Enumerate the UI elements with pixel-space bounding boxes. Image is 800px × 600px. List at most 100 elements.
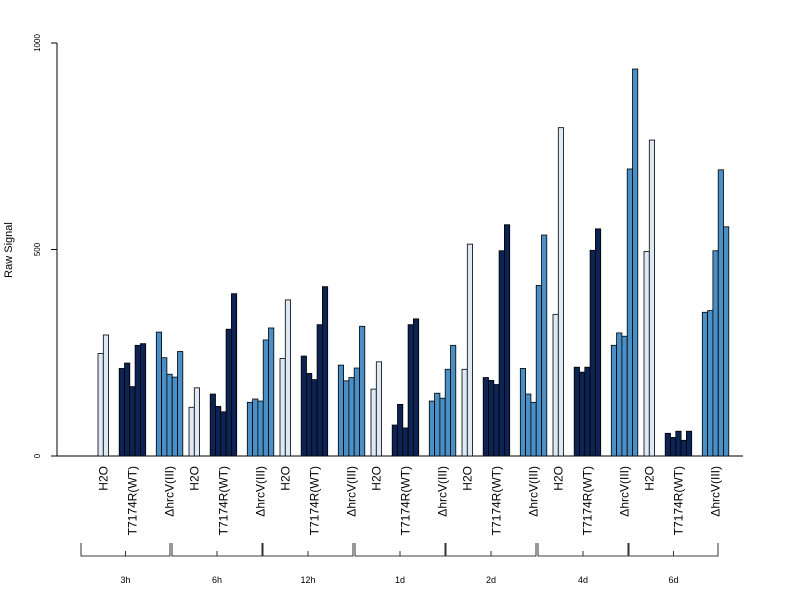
- bar: [118, 368, 125, 457]
- bar: [306, 372, 313, 457]
- bar: [402, 427, 409, 457]
- bar: [680, 439, 687, 457]
- condition-label: ΔhrcV(III): [436, 466, 450, 517]
- time-bracket: [628, 543, 719, 557]
- bar: [124, 362, 131, 457]
- bar: [541, 234, 548, 457]
- time-label: 4d: [578, 575, 588, 585]
- y-ticks: 0 500 1000: [33, 34, 57, 458]
- time-label: 1d: [395, 575, 405, 585]
- bar: [300, 355, 307, 457]
- bar: [177, 351, 184, 457]
- bar: [220, 411, 227, 457]
- bar: [648, 139, 655, 457]
- bar: [268, 327, 275, 457]
- condition-label: ΔhrcV(III): [618, 466, 632, 517]
- bar: [348, 377, 355, 457]
- bar: [482, 377, 489, 457]
- bar: [155, 331, 163, 457]
- bar: [134, 344, 141, 457]
- bar: [621, 335, 628, 457]
- bar: [584, 366, 591, 457]
- bar: [444, 368, 451, 457]
- bar: [557, 127, 564, 457]
- condition-label: T7174R(WT): [398, 466, 412, 535]
- bar: [701, 311, 708, 457]
- bar: [498, 250, 505, 457]
- bar: [707, 310, 714, 457]
- bar: [311, 379, 318, 457]
- bar: [675, 430, 682, 457]
- bar: [610, 344, 617, 457]
- time-bracket: [262, 543, 354, 557]
- bar: [407, 324, 414, 457]
- y-axis: Raw Signal: [3, 43, 58, 456]
- bar: [412, 318, 420, 457]
- bar: [215, 406, 222, 457]
- bar: [252, 398, 259, 457]
- condition-label: H2O: [278, 466, 292, 491]
- bar: [428, 400, 435, 457]
- bar: [166, 373, 173, 457]
- bar: [129, 386, 136, 457]
- time-label: 6d: [668, 575, 678, 585]
- condition-label: T7174R(WT): [489, 466, 503, 535]
- condition-label: ΔhrcV(III): [527, 466, 541, 517]
- bar: [643, 251, 650, 457]
- bar: [626, 168, 633, 457]
- condition-label: ΔhrcV(III): [709, 466, 723, 517]
- bar: [246, 401, 254, 457]
- time-label: 6h: [212, 575, 222, 585]
- bar: [225, 328, 232, 457]
- condition-label: T7174R(WT): [307, 466, 321, 535]
- bar: [579, 371, 586, 457]
- time-bracket: [445, 543, 537, 557]
- bar: [257, 400, 264, 457]
- bar: [595, 228, 602, 457]
- bar: [316, 324, 323, 457]
- condition-label: T7174R(WT): [216, 466, 230, 535]
- bar: [535, 285, 542, 457]
- bar: [439, 397, 446, 457]
- bar: [284, 299, 291, 457]
- bar: [370, 388, 377, 457]
- bar: [230, 293, 238, 457]
- bar: [375, 361, 382, 457]
- bar: [391, 424, 398, 457]
- bar: [343, 380, 350, 457]
- bar: [466, 243, 473, 457]
- condition-label: T7174R(WT): [125, 466, 139, 535]
- condition-label: H2O: [187, 466, 201, 491]
- bars: [97, 68, 730, 457]
- bar: [193, 387, 201, 457]
- time-brackets: 3h 6h 12h 1d 2d 4d 6d: [80, 543, 719, 585]
- condition-label: H2O: [96, 466, 110, 491]
- bar: [353, 367, 360, 457]
- bar: [525, 393, 532, 457]
- bar: [209, 393, 216, 457]
- condition-label: ΔhrcV(III): [254, 466, 268, 517]
- bar: [664, 432, 671, 457]
- bar: [686, 430, 693, 457]
- bar: [503, 224, 511, 457]
- bar: [188, 406, 195, 457]
- bar: [493, 384, 500, 457]
- bar: [279, 358, 286, 457]
- condition-label: H2O: [460, 466, 474, 491]
- bar: [397, 403, 404, 457]
- bar: [530, 401, 537, 457]
- bar: [161, 357, 168, 457]
- bar: [461, 368, 468, 457]
- bar: [589, 249, 596, 457]
- condition-label: H2O: [369, 466, 383, 491]
- bar: [97, 353, 104, 457]
- bar: [723, 226, 730, 457]
- bar: [171, 376, 178, 457]
- bar: [717, 169, 724, 457]
- condition-label: H2O: [642, 466, 656, 491]
- time-bracket: [537, 543, 629, 557]
- bar: [139, 343, 147, 457]
- bar: [670, 437, 677, 457]
- bar: [434, 392, 441, 457]
